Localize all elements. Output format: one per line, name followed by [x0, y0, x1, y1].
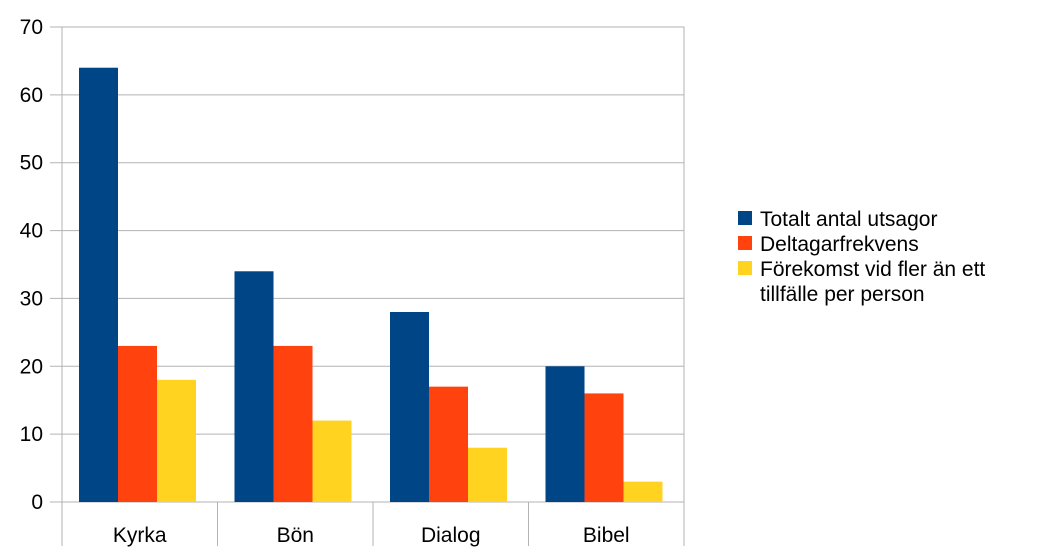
- x-tick-label: Kyrka: [113, 524, 167, 547]
- x-tick-label: Bibel: [583, 524, 630, 547]
- bar: [79, 67, 118, 502]
- x-tick-label: Bön: [277, 524, 314, 547]
- legend: Totalt antal utsagorDeltagarfrekvensFöre…: [738, 208, 985, 306]
- legend-label: Förekomst vid fler än ett tillfälle per p…: [760, 258, 985, 306]
- legend-label: Deltagarfrekvens: [760, 233, 919, 256]
- x-tick-label: Dialog: [421, 524, 481, 547]
- y-tick-label: 20: [20, 355, 43, 378]
- y-tick-label: 60: [20, 84, 43, 107]
- y-tick-label: 0: [31, 491, 43, 514]
- bar: [623, 481, 663, 502]
- bars: [79, 67, 663, 502]
- bar: [234, 271, 274, 502]
- y-tick-label: 10: [20, 423, 43, 446]
- legend-swatch: [738, 211, 752, 225]
- bar: [273, 345, 313, 502]
- bar: [584, 393, 624, 502]
- legend-swatch: [738, 236, 752, 250]
- y-axis-ticks: 0 10 20 30 40 50 60 70: [20, 16, 43, 514]
- legend-label: Totalt antal utsagor: [760, 208, 937, 231]
- bar: [545, 366, 585, 502]
- bar: [312, 420, 352, 502]
- x-axis: Kyrka Bön Dialog Bibel: [61, 502, 685, 547]
- y-tick-label: 30: [20, 287, 43, 310]
- bar: [429, 386, 468, 502]
- y-tick-label: 50: [20, 152, 43, 175]
- bar: [157, 379, 196, 502]
- legend-swatch: [738, 261, 752, 275]
- bar: [468, 447, 507, 502]
- y-tick-label: 40: [20, 220, 43, 243]
- bar: [390, 312, 429, 502]
- bar: [118, 345, 157, 502]
- y-tick-label: 70: [20, 16, 43, 39]
